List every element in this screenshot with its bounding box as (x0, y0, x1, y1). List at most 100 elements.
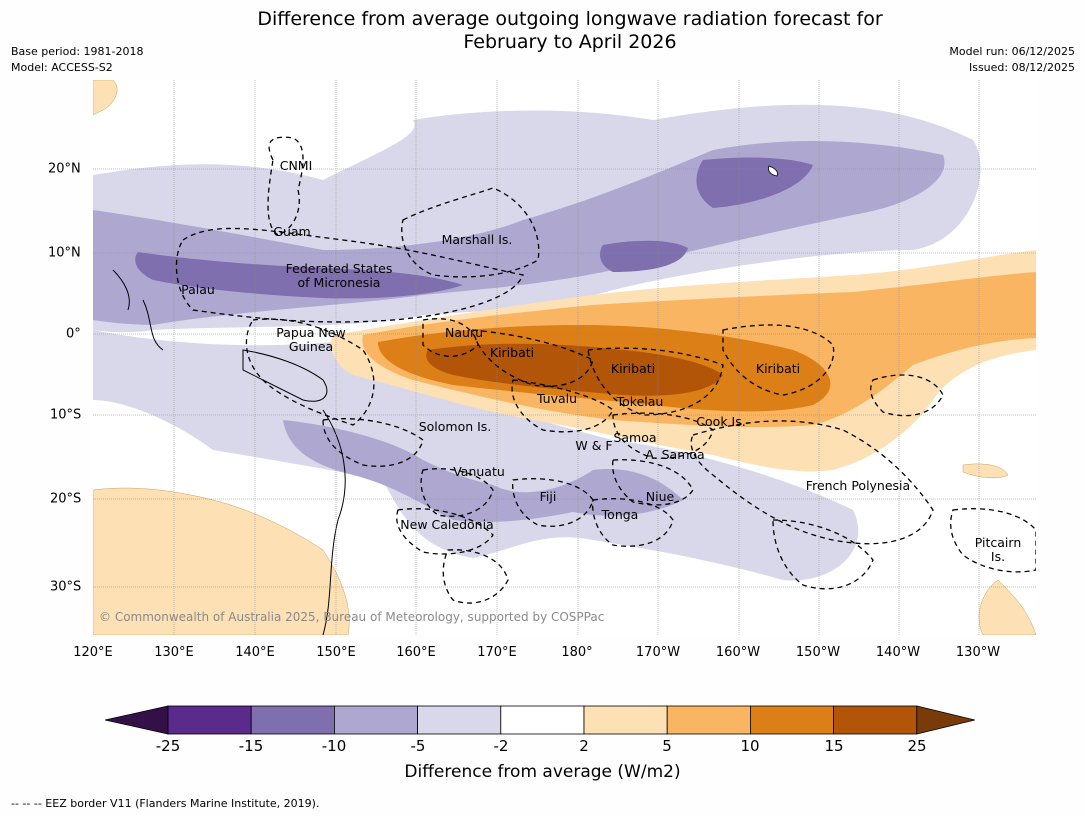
colorbar-tick-6: 5 (662, 737, 672, 755)
map-title-line1: Difference from average outgoing longwav… (257, 8, 883, 30)
land-pacific-rim (978, 579, 1036, 635)
colorbar (105, 705, 975, 735)
label-american-samoa: A. Samoa (645, 447, 705, 462)
label-samoa: Samoa (613, 430, 657, 445)
label-tonga: Tonga (601, 507, 639, 522)
label-tuvalu: Tuvalu (536, 391, 578, 406)
map-title: Difference from average outgoing longwav… (0, 8, 1085, 54)
label-pitcairn-line2: Is. (990, 549, 1006, 564)
colorbar-title: Difference from average (W/m2) (404, 762, 681, 782)
label-cnmi: CNMI (279, 158, 313, 173)
colorbar-tick-7: 10 (740, 737, 760, 755)
label-png: Papua New Guinea (276, 326, 345, 354)
colorbar-tick-9: 25 (907, 737, 927, 755)
label-kiribati-west: Kiribati (489, 345, 535, 360)
label-vanuatu: Vanuatu (453, 464, 505, 479)
meta-left: Base period: 1981-2018 Model: ACCESS-S2 (11, 44, 143, 76)
model-name: Model: ACCESS-S2 (11, 61, 113, 74)
colorbar-cell (583, 705, 668, 735)
lat-tick-20n: 20°N (48, 161, 81, 177)
label-micronesia: Federated States of Micronesia (286, 262, 393, 290)
colorbar-extension-low (105, 705, 169, 735)
lon-tick-140w: 140°W (875, 645, 921, 660)
label-png-line2: Guinea (288, 339, 334, 354)
label-nauru: Nauru (445, 325, 483, 340)
colorbar-tick-0: -25 (155, 737, 181, 755)
label-png-line1: Papua New (276, 325, 346, 340)
lon-tick-150w: 150°W (795, 645, 841, 660)
label-cook-islands: Cook Is. (696, 414, 746, 429)
colorbar-cell (750, 705, 835, 735)
lat-tick-10s: 10°S (50, 407, 82, 423)
lon-tick-130w: 130°W (955, 645, 1001, 660)
otl-core-dark-orange (426, 343, 723, 396)
label-kiribati-central: Kiribati (610, 361, 656, 376)
colorbar-cell (500, 705, 585, 735)
colorbar-cell (333, 705, 418, 735)
label-palau: Palau (181, 282, 215, 297)
otl-core-dark-purple-central (600, 240, 688, 272)
copyright-notice: © Commonwealth of Australia 2025, Bureau… (99, 610, 605, 624)
colorbar-cell (417, 705, 502, 735)
colorbar-cell (250, 705, 335, 735)
label-new-caledonia: New Caledonia (400, 517, 494, 532)
label-guam: Guam (273, 224, 311, 239)
map-title-line2: February to April 2026 (463, 31, 677, 53)
colorbar-cell (833, 705, 918, 735)
otl-core-dark-purple-micronesia (135, 252, 463, 299)
lon-tick-170w: 170°W (635, 645, 681, 660)
lon-tick-140e: 140°E (235, 645, 275, 660)
lon-tick-120e: 120°E (73, 645, 113, 660)
issued-date: Issued: 08/12/2025 (968, 61, 1075, 74)
colorbar-tick-4: -2 (493, 737, 509, 755)
otl-band-medium-purple-south (283, 420, 683, 523)
colorbar-tick-3: -5 (410, 737, 426, 755)
lon-tick-130e: 130°E (154, 645, 194, 660)
graticule (93, 80, 1036, 635)
colorbar-tick-8: 15 (824, 737, 844, 755)
label-marshall-islands: Marshall Is. (441, 232, 513, 247)
lon-tick-160e: 160°E (396, 645, 436, 660)
lon-tick-180: 180° (561, 645, 593, 660)
coastline-australia-east (322, 409, 346, 635)
colorbar-tick-5: 2 (579, 737, 589, 755)
otl-core-dark-purple-hawaii (696, 157, 813, 208)
colorbar-tick-1: -15 (238, 737, 264, 755)
label-micronesia-line2: of Micronesia (297, 275, 381, 290)
label-tokelau: Tokelau (616, 394, 664, 409)
lon-tick-170e: 170°E (477, 645, 517, 660)
eez-borders (175, 136, 1036, 604)
colorbar-cell (666, 705, 751, 735)
label-micronesia-line1: Federated States (285, 261, 393, 276)
colorbar-extension-high (916, 705, 975, 735)
label-fiji: Fiji (539, 489, 557, 504)
label-french-polynesia: French Polynesia (805, 478, 911, 493)
colorbar-cell (167, 705, 252, 735)
coastline-new-guinea (242, 349, 328, 402)
lat-tick-10n: 10°N (48, 245, 81, 261)
otl-band-light-purple-south (93, 330, 859, 581)
model-run: Model run: 06/12/2025 (949, 45, 1075, 58)
meta-right: Model run: 06/12/2025 Issued: 08/12/2025 (949, 44, 1075, 76)
lat-tick-0: 0° (66, 326, 81, 342)
eez-footnote: -- -- -- EEZ border V11 (Flanders Marine… (11, 797, 320, 810)
lat-tick-30s: 30°S (50, 579, 82, 595)
lat-tick-20s: 20°S (50, 491, 82, 507)
lon-tick-160w: 160°W (715, 645, 761, 660)
label-solomon-islands: Solomon Is. (418, 419, 492, 434)
base-period: Base period: 1981-2018 (11, 45, 144, 58)
land-australia (93, 487, 350, 635)
forecast-map (93, 80, 1036, 635)
colorbar-tick-2: -10 (321, 737, 347, 755)
label-niue: Niue (645, 489, 675, 504)
coastline-philippines (112, 269, 164, 351)
colorbar-cells (105, 705, 975, 735)
label-pitcairn-line1: Pitcairn (974, 535, 1022, 550)
label-pitcairn: Pitcairn Is. (975, 536, 1021, 564)
lon-tick-150e: 150°E (316, 645, 356, 660)
land-asia (93, 80, 118, 116)
label-kiribati-east: Kiribati (755, 361, 801, 376)
island-hawaii (768, 165, 778, 177)
land-south-america-island (962, 463, 1009, 479)
label-wallis-futuna: W & F (575, 438, 613, 453)
